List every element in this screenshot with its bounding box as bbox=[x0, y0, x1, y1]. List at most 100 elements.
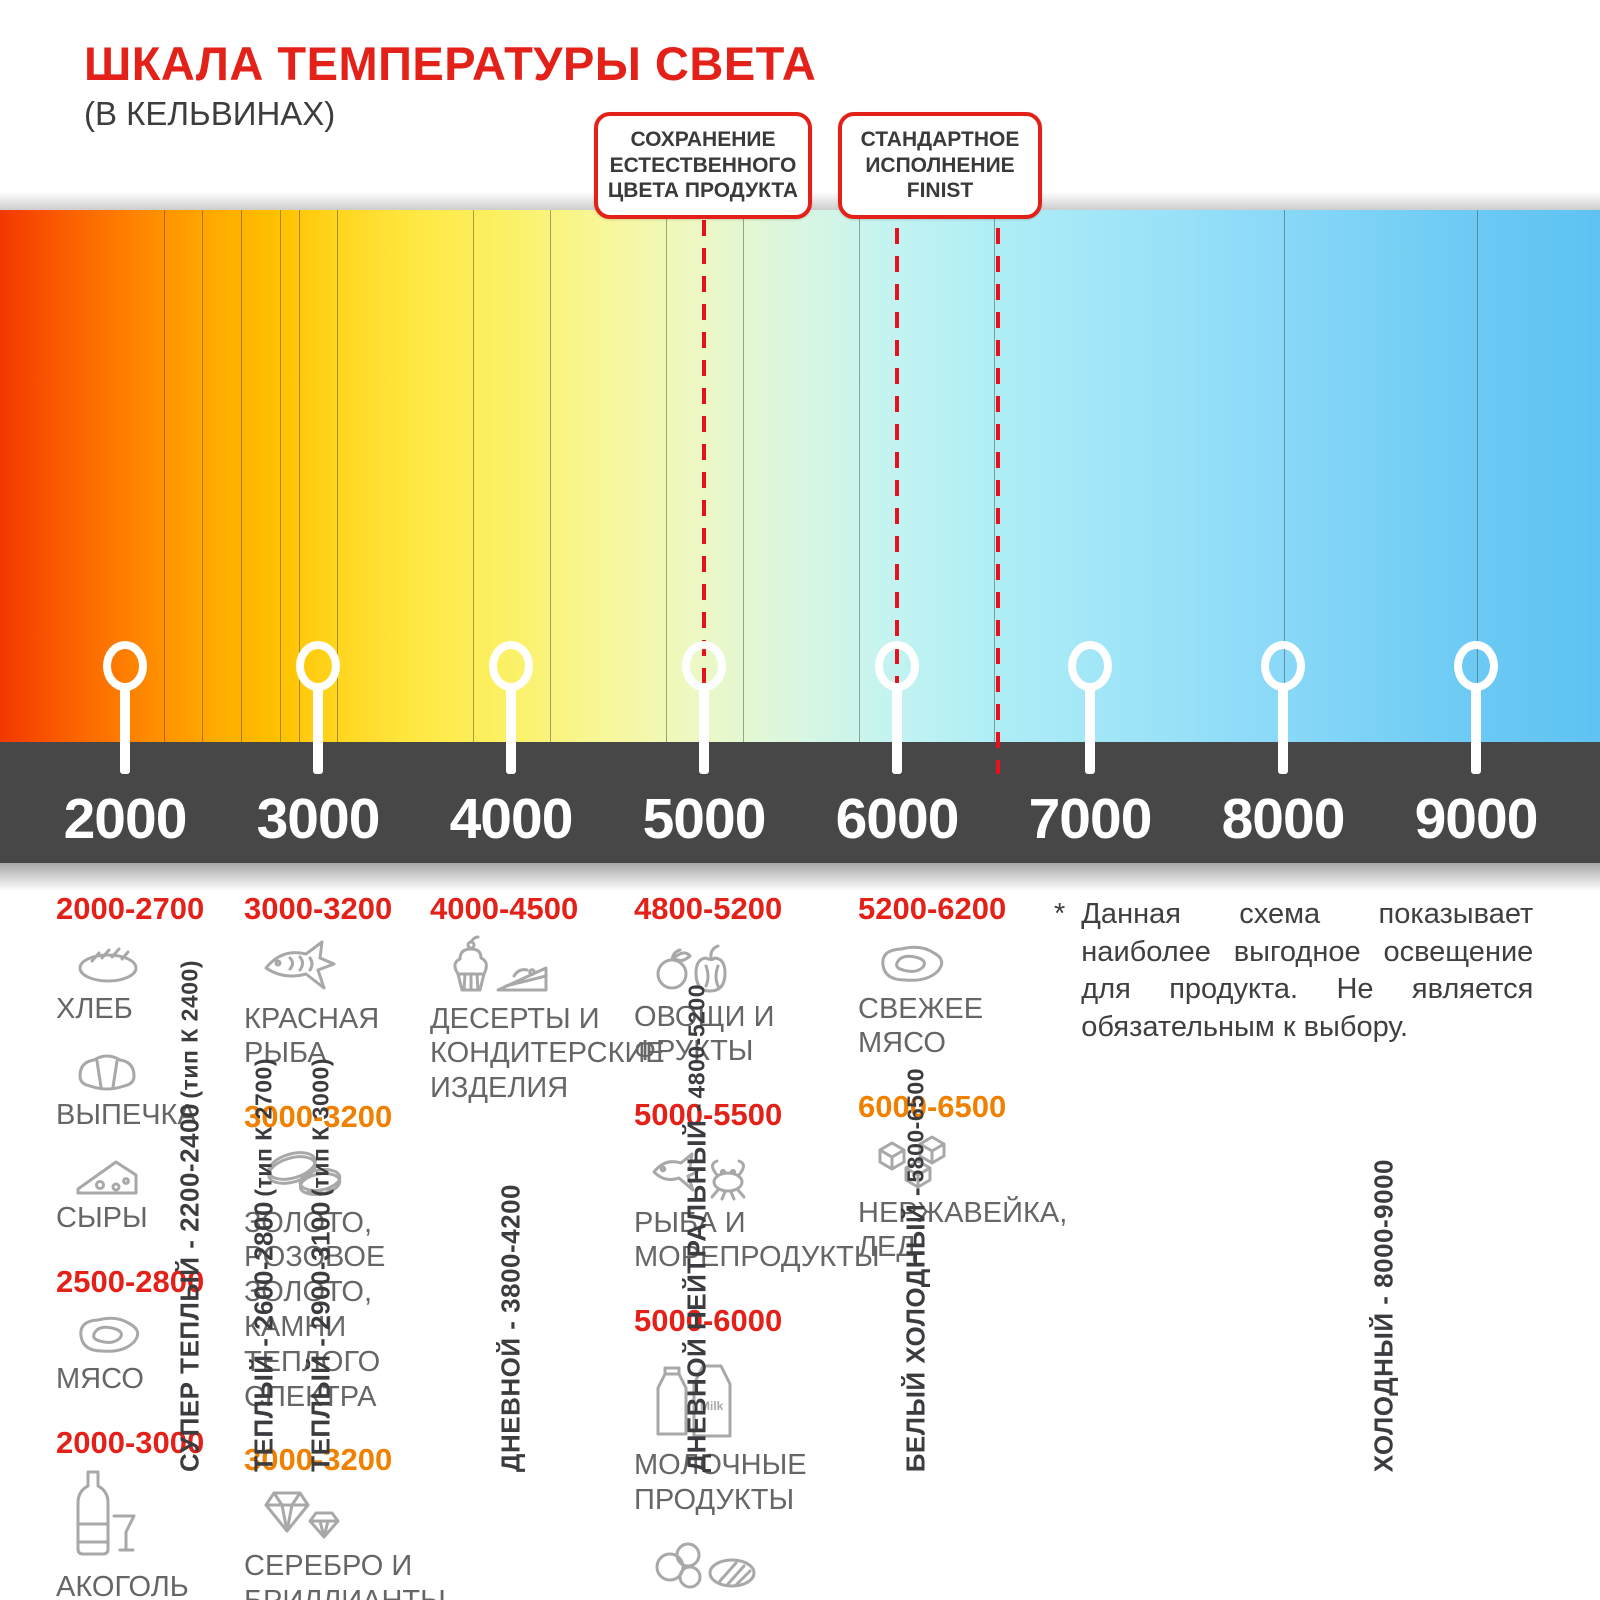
zone-label-daylight: ДНЕВНОЙ - 3800-4200 bbox=[495, 1183, 526, 1472]
dash-line-6000k bbox=[895, 200, 899, 774]
pin-stem bbox=[892, 684, 902, 774]
dairy-icon: Milk bbox=[648, 1346, 934, 1446]
range-heading: 4000-4500 bbox=[430, 891, 579, 926]
pin-stem bbox=[313, 684, 323, 774]
pin-stem bbox=[506, 684, 516, 774]
zone-gridline bbox=[299, 210, 300, 742]
zone-gridline bbox=[202, 210, 203, 742]
range-heading: 5000-6000 bbox=[634, 1303, 783, 1339]
legend-item-label: МЯСО bbox=[56, 1363, 144, 1396]
legend-item: ДЕСЕРТЫ И КОНДИТЕРСКИЕ ИЗДЕЛИЯ bbox=[430, 934, 665, 1106]
range-heading: 5000-5500 bbox=[634, 1097, 783, 1133]
dash-line-6500k bbox=[996, 200, 1000, 774]
legend-item: Milk МОЛОЧНЫЕ ПРОДУКТЫ bbox=[634, 1346, 934, 1518]
pin-stem bbox=[1471, 684, 1481, 774]
legend-item: СВЕЖЕЕ МЯСО bbox=[858, 934, 1048, 1062]
tick-label-9000: 9000 bbox=[1414, 787, 1539, 851]
zone-gridline bbox=[280, 210, 281, 742]
page-title: ШКАЛА ТЕМПЕРАТУРЫ СВЕТА bbox=[84, 37, 817, 90]
gold-rings-icon bbox=[258, 1142, 484, 1204]
fresh-meat-icon bbox=[872, 934, 1048, 990]
frozen-icon bbox=[648, 1531, 934, 1600]
legend-item-label: РЫБА И МОРЕПРОДУКТЫ bbox=[634, 1206, 880, 1274]
range-heading: 3000-3200 bbox=[244, 1442, 393, 1478]
desserts-icon bbox=[444, 934, 640, 1000]
range-heading: 3000-3200 bbox=[244, 891, 393, 926]
legend-item: ЗАМОРОЖЕННЫЕ ПОЛУФАБРИКАТЫ bbox=[634, 1531, 934, 1600]
legend-item: РЫБА И МОРЕПРОДУКТЫ bbox=[634, 1140, 934, 1276]
page-subtitle: (В КЕЛЬВИНАХ) bbox=[84, 95, 336, 132]
kelvin-gradient-band bbox=[0, 210, 1600, 742]
red-fish-icon bbox=[258, 934, 484, 1000]
zone-gridline bbox=[1284, 210, 1285, 742]
legend-item-label: ВЫПЕЧКА bbox=[56, 1099, 197, 1132]
footnote-marker: * bbox=[1054, 898, 1066, 930]
axis-band bbox=[0, 742, 1600, 863]
alcohol-icon bbox=[70, 1468, 236, 1568]
zone-gridline bbox=[550, 210, 551, 742]
tick-label-3000: 3000 bbox=[256, 787, 381, 851]
range-heading: 6000-6500 bbox=[858, 1089, 1007, 1125]
zone-label-daylight-neutral: ДНЕВНОЙ НЕЙТРАЛЬНЫЙ - 4800-5200 bbox=[681, 983, 712, 1472]
zone-gridline bbox=[666, 210, 667, 742]
legend-item-label: ДЕСЕРТЫ И КОНДИТЕРСКИЕ ИЗДЕЛИЯ bbox=[430, 1002, 665, 1105]
legend-item: ОВОЩИ И ФРУКТЫ bbox=[634, 934, 934, 1070]
range-heading: 5200-6200 bbox=[858, 891, 1007, 926]
zone-gridline bbox=[473, 210, 474, 742]
legend-item: МЯСО bbox=[56, 1306, 236, 1397]
zone-gridline bbox=[743, 210, 744, 742]
zone-label-warm-3000: ТЕПЛЫЙ - 2900-3100 (тип К 3000) bbox=[305, 1058, 336, 1472]
tick-label-5000: 5000 bbox=[642, 787, 767, 851]
zone-label-warm-2700: ТЕПЛЫЙ - 2600-2800 (тип К 2700) bbox=[248, 1058, 279, 1472]
footnote: * Данная схема показывает наиболее выгод… bbox=[1054, 896, 1550, 1047]
legend-item-label: СЕРЕБРО И БРИЛЛИАНТЫ bbox=[244, 1550, 446, 1600]
range-heading: 2500-2800 bbox=[56, 1263, 205, 1299]
legend-item-label: СЫРЫ bbox=[56, 1202, 148, 1235]
legend-column-5: 5200-6200 СВЕЖЕЕ МЯСО 6000-6500 bbox=[858, 891, 1067, 1295]
legend-column-4: 4800-5200 ОВОЩИ И ФРУКТЫ 5000-5500 bbox=[634, 891, 934, 1600]
legend-item: НЕРЖАВЕЙКА, ЛЕД bbox=[858, 1132, 1067, 1266]
legend-item-label: МОЛОЧНЫЕ ПРОДУКТЫ bbox=[634, 1448, 807, 1516]
diamonds-icon bbox=[258, 1485, 484, 1547]
zone-gridline bbox=[337, 210, 338, 742]
legend-item-label: АКОГОЛЬ bbox=[56, 1570, 189, 1600]
dash-line-5000k bbox=[702, 192, 706, 774]
legend-item: СЫРЫ bbox=[56, 1147, 236, 1236]
legend-column-2: 3000-3200 КРАСНАЯ РЫБА 3000-3200 bbox=[244, 891, 484, 1600]
legend-item-label: КРАСНАЯ РЫБА bbox=[244, 1002, 380, 1070]
legend-item: ВЫПЕЧКА bbox=[56, 1040, 236, 1133]
vegetables-icon bbox=[648, 934, 934, 998]
legend-item: СЕРЕБРО И БРИЛЛИАНТЫ bbox=[244, 1485, 484, 1600]
legend-item: АКОГОЛЬ bbox=[56, 1468, 236, 1600]
zone-label-cold: ХОЛОДНЫЙ - 8000-9000 bbox=[1368, 1158, 1399, 1472]
band-bottom-shadow bbox=[0, 863, 1600, 891]
pin-stem bbox=[699, 684, 709, 774]
legend-item-label: ЗОЛОТО, РОЗОВОЕ ЗОЛОТО, КАМНИ ТЕПЛОГО СП… bbox=[244, 1206, 386, 1413]
legend-item: ЗОЛОТО, РОЗОВОЕ ЗОЛОТО, КАМНИ ТЕПЛОГО СП… bbox=[244, 1142, 484, 1415]
zone-gridline bbox=[994, 210, 995, 742]
zone-gridline bbox=[859, 210, 860, 742]
range-heading: 3000-3200 bbox=[244, 1099, 393, 1135]
range-heading: 2000-3000 bbox=[56, 1425, 205, 1461]
callout-finist: СТАНДАРТНОЕ ИСПОЛНЕНИЕ FINIST bbox=[838, 112, 1042, 219]
tick-label-2000: 2000 bbox=[63, 787, 188, 851]
legend-item: КРАСНАЯ РЫБА bbox=[244, 934, 484, 1072]
pin-stem bbox=[1278, 684, 1288, 774]
zone-label-super-warm: СУПЕР ТЕПЛЫЙ - 2200-2400 (тип К 2400) bbox=[174, 959, 205, 1472]
range-heading: 4800-5200 bbox=[634, 891, 783, 926]
zone-gridline bbox=[1477, 210, 1478, 742]
legend-column-1: 2000-2700 ХЛЕБ ВЫПЕЧКА bbox=[56, 892, 236, 1600]
legend-column-3: 4000-4500 ДЕСЕРТЫ И КОНДИТЕРСКИЕ ИЗДЕЛИЯ bbox=[430, 891, 665, 1136]
legend-item-label: СВЕЖЕЕ МЯСО bbox=[858, 992, 984, 1060]
croissant-icon bbox=[70, 1040, 236, 1096]
zone-label-cool-white: БЕЛЫЙ ХОЛОДНЫЙ - 5800-6500 bbox=[900, 1067, 931, 1472]
tick-label-6000: 6000 bbox=[835, 787, 960, 851]
legend-item-label: ОВОЩИ И ФРУКТЫ bbox=[634, 1000, 775, 1068]
legend-item: ХЛЕБ bbox=[56, 934, 236, 1027]
zone-gridline bbox=[164, 210, 165, 742]
meat-icon bbox=[70, 1306, 236, 1360]
legend-item-label: ХЛЕБ bbox=[56, 992, 133, 1025]
tick-label-4000: 4000 bbox=[449, 787, 574, 851]
pin-stem bbox=[120, 684, 130, 774]
